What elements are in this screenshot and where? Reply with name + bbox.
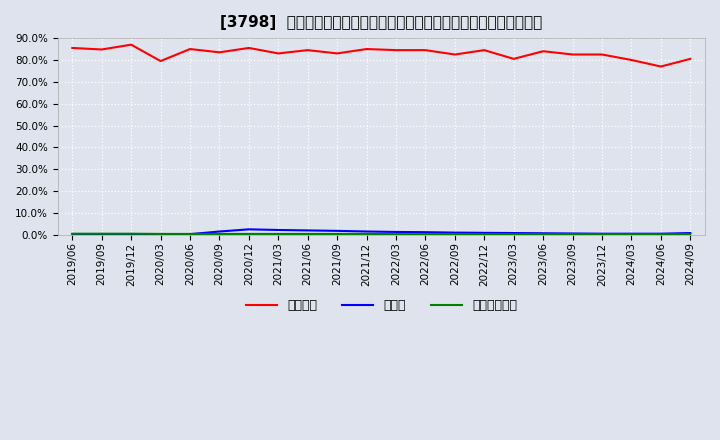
自己資本	[156, 59, 165, 64]
繰延税金資産	[510, 231, 518, 237]
のれん	[392, 229, 400, 235]
繰延税金資産	[97, 231, 106, 236]
繰延税金資産	[451, 231, 459, 237]
のれん	[627, 231, 636, 236]
のれん	[186, 231, 194, 237]
自己資本	[421, 48, 430, 53]
自己資本	[598, 52, 606, 57]
自己資本	[627, 57, 636, 62]
繰延税金資産	[245, 231, 253, 237]
Line: のれん: のれん	[72, 229, 690, 234]
自己資本	[186, 46, 194, 51]
のれん	[657, 231, 665, 236]
のれん	[127, 231, 135, 237]
自己資本	[657, 64, 665, 69]
のれん	[451, 230, 459, 235]
自己資本	[333, 51, 341, 56]
のれん	[362, 229, 371, 234]
自己資本	[274, 51, 283, 56]
繰延税金資産	[598, 231, 606, 237]
繰延税金資産	[303, 231, 312, 237]
のれん	[274, 227, 283, 233]
のれん	[156, 231, 165, 237]
Title: [3798]  自己資本、のれん、繰延税金資産の総資産に対する比率の推移: [3798] 自己資本、のれん、繰延税金資産の総資産に対する比率の推移	[220, 15, 542, 30]
のれん	[68, 231, 76, 237]
のれん	[97, 231, 106, 237]
自己資本	[68, 45, 76, 51]
のれん	[245, 227, 253, 232]
繰延税金資産	[480, 231, 489, 237]
繰延税金資産	[186, 231, 194, 237]
繰延税金資産	[127, 231, 135, 236]
のれん	[333, 228, 341, 234]
自己資本	[97, 47, 106, 52]
のれん	[510, 231, 518, 236]
自己資本	[127, 42, 135, 48]
Line: 自己資本: 自己資本	[72, 45, 690, 66]
繰延税金資産	[215, 231, 224, 237]
繰延税金資産	[568, 231, 577, 237]
のれん	[686, 231, 695, 236]
自己資本	[539, 48, 547, 54]
Legend: 自己資本, のれん, 繰延税金資産: 自己資本, のれん, 繰延税金資産	[240, 294, 522, 317]
繰延税金資産	[421, 231, 430, 237]
繰延税金資産	[686, 231, 695, 237]
繰延税金資産	[392, 231, 400, 237]
繰延税金資産	[274, 231, 283, 237]
繰延税金資産	[627, 231, 636, 237]
自己資本	[451, 52, 459, 57]
自己資本	[215, 50, 224, 55]
繰延税金資産	[156, 231, 165, 237]
繰延税金資産	[362, 231, 371, 237]
繰延税金資産	[333, 231, 341, 237]
自己資本	[303, 48, 312, 53]
自己資本	[568, 52, 577, 57]
のれん	[480, 230, 489, 235]
自己資本	[686, 56, 695, 62]
繰延税金資産	[68, 231, 76, 236]
のれん	[421, 230, 430, 235]
繰延税金資産	[539, 231, 547, 237]
のれん	[303, 228, 312, 233]
のれん	[598, 231, 606, 236]
自己資本	[245, 45, 253, 51]
自己資本	[392, 48, 400, 53]
のれん	[539, 231, 547, 236]
繰延税金資産	[657, 231, 665, 237]
自己資本	[362, 46, 371, 51]
のれん	[215, 229, 224, 234]
自己資本	[480, 48, 489, 53]
自己資本	[510, 56, 518, 62]
のれん	[568, 231, 577, 236]
